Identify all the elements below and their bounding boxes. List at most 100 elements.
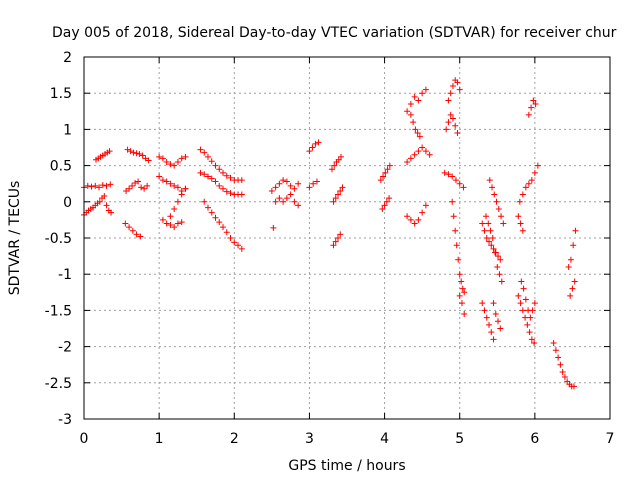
- data-point: [415, 216, 422, 223]
- data-point: [235, 242, 242, 249]
- data-point: [270, 224, 277, 231]
- data-point: [404, 158, 411, 165]
- series-seg-k-c: [486, 177, 507, 227]
- data-point: [231, 239, 238, 246]
- data-point: [223, 188, 230, 195]
- plot-frame: [83, 56, 611, 420]
- y-tick-labels: -3 -2.5 -2 -1.5 -1 -0.5 0 0.5 1 1.5 2: [45, 50, 72, 428]
- data-point: [441, 169, 448, 176]
- y-tick-label: 0: [63, 195, 72, 211]
- series-seg-j-upper: [443, 111, 461, 137]
- y-tick-label: 2: [63, 50, 72, 66]
- data-point: [88, 183, 95, 190]
- y-tick-label: 1: [63, 122, 72, 138]
- data-point: [135, 178, 142, 185]
- data-point: [407, 155, 414, 162]
- data-point: [452, 122, 459, 129]
- data-point: [557, 361, 564, 368]
- data-point: [454, 79, 461, 86]
- data-point: [495, 318, 502, 325]
- data-point: [453, 242, 460, 249]
- data-point: [515, 292, 522, 299]
- data-point: [283, 178, 290, 185]
- data-point: [555, 354, 562, 361]
- data-point: [407, 101, 414, 108]
- series-seg-l-b: [518, 278, 538, 321]
- data-point: [330, 242, 337, 249]
- data-point: [167, 213, 174, 220]
- axis-ticks: [83, 56, 611, 420]
- data-point: [422, 202, 429, 209]
- series-seg-b-mid: [123, 178, 151, 194]
- data-point: [483, 213, 490, 220]
- grid-lines: [84, 57, 610, 419]
- x-tick-label: 1: [155, 431, 164, 447]
- data-point: [488, 329, 495, 336]
- data-point: [272, 198, 279, 205]
- data-point: [171, 162, 178, 169]
- series-seg-j-fall: [449, 198, 468, 296]
- y-tick-label: -2: [58, 340, 72, 356]
- data-point: [456, 271, 463, 278]
- data-point: [528, 177, 535, 184]
- data-point: [449, 173, 456, 180]
- data-point: [174, 198, 181, 205]
- data-point: [101, 193, 108, 200]
- data-point: [208, 209, 215, 216]
- data-point: [492, 311, 499, 318]
- data-point: [460, 184, 467, 191]
- data-point: [447, 111, 454, 118]
- series-seg-c-low: [159, 216, 185, 231]
- data-point: [171, 182, 178, 189]
- series-seg-l-d: [525, 97, 539, 118]
- data-point: [449, 198, 456, 205]
- data-point: [492, 249, 499, 256]
- data-point: [291, 185, 298, 192]
- data-point: [132, 179, 139, 186]
- data-point: [455, 256, 462, 263]
- data-point: [407, 111, 414, 118]
- data-point: [493, 198, 500, 205]
- data-point: [411, 93, 418, 100]
- data-point: [337, 187, 344, 194]
- data-point: [306, 184, 313, 191]
- data-point: [488, 242, 495, 249]
- data-point: [452, 177, 459, 184]
- data-point: [552, 347, 559, 354]
- data-point: [458, 300, 465, 307]
- data-point: [337, 231, 344, 238]
- data-point: [197, 146, 204, 153]
- series-seg-m-a: [550, 339, 577, 390]
- data-point: [220, 224, 227, 231]
- data-point: [419, 209, 426, 216]
- series-seg-c-mid: [156, 173, 189, 194]
- data-point: [227, 174, 234, 181]
- data-point: [84, 182, 91, 189]
- y-tick-label: -3: [58, 412, 72, 428]
- data-point: [312, 140, 319, 147]
- series-seg-j-mid: [441, 169, 467, 191]
- series-seg-l-e: [515, 213, 526, 234]
- data-point: [272, 184, 279, 191]
- data-point: [126, 224, 133, 231]
- data-point: [141, 185, 148, 192]
- data-point: [103, 202, 110, 209]
- chart-title: Day 005 of 2018, Sidereal Day-to-day VTE…: [52, 25, 617, 41]
- data-point: [174, 220, 181, 227]
- data-point: [334, 235, 341, 241]
- data-point: [201, 198, 208, 205]
- data-point: [416, 133, 423, 140]
- data-point: [497, 325, 504, 332]
- x-tick-label: 6: [530, 431, 539, 447]
- data-point: [561, 374, 568, 381]
- data-point: [174, 158, 181, 165]
- y-tick-label: -2.5: [45, 376, 72, 392]
- data-point: [159, 177, 166, 184]
- data-point: [461, 311, 468, 318]
- data-point: [223, 172, 230, 179]
- data-point: [490, 300, 497, 307]
- data-point: [212, 214, 219, 221]
- data-point: [489, 235, 496, 241]
- data-point: [527, 314, 534, 321]
- data-point: [445, 119, 452, 126]
